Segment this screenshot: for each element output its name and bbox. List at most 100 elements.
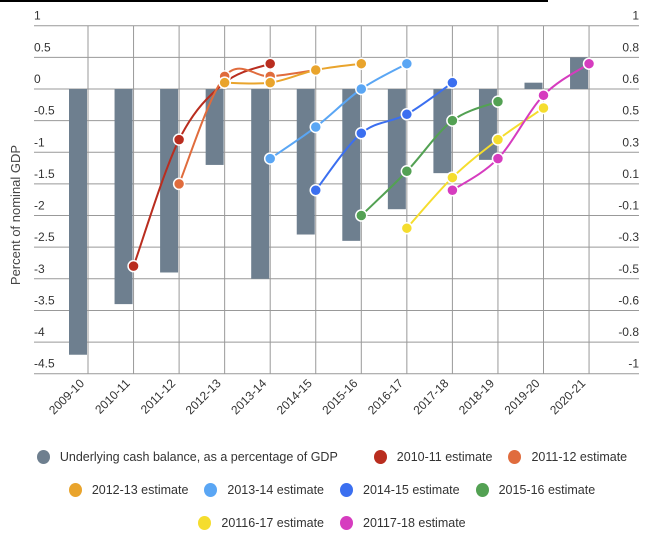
legend-label: 2013-14 estimate [227,483,324,497]
y-tick-right: 0.1 [622,167,639,181]
data-point [400,221,414,235]
data-point [491,152,505,165]
data-point [263,57,277,70]
legend-item: 2010-11 estimate [373,450,493,464]
data-point [355,57,368,70]
x-tick-label: 2015-16 [319,376,360,417]
y-tick-left: 0.5 [34,40,51,54]
legend-label: 2012-13 estimate [91,483,189,497]
y-tick-left: -3.5 [34,293,55,307]
y-tick-left: -2.5 [34,230,55,244]
data-point [355,82,368,96]
bar [114,89,133,305]
data-point [400,108,414,121]
legend-row-1: Underlying cash balance, as a percentage… [0,450,664,464]
data-point [446,171,459,184]
legend-item: 20117-18 estimate [340,516,466,530]
data-point [400,165,414,178]
bar [342,89,361,241]
data-point [582,57,596,70]
x-tick-label: 2009-10 [46,376,87,417]
legend-item: 2014-15 estimate [340,483,460,497]
data-point [446,114,459,127]
bar [251,89,270,279]
legend-label: 2014-15 estimate [363,483,460,497]
data-point [309,183,322,197]
legend-swatch [508,450,522,464]
y-tick-left: -1 [34,135,45,149]
y-tick-left: -1.5 [34,167,55,181]
x-tick-label: 2011-12 [138,376,179,417]
legend-label: 2015-16 estimate [498,483,596,497]
data-point [446,183,459,197]
top-rule [0,0,548,2]
legend-swatch [340,483,353,497]
y-tick-right: -0.6 [618,293,639,307]
y-tick-right: -0.1 [618,199,639,213]
series-line [178,67,316,185]
data-point [309,120,322,134]
data-point [491,95,505,108]
legend-item: 2011-12 estimate [508,450,627,464]
x-tick-label: 2019-20 [502,376,543,417]
legend-item: 2012-13 estimate [68,483,189,497]
data-point [172,177,186,191]
x-tick-label: 2020-21 [547,376,588,417]
data-point [127,259,140,273]
x-tick-label: 2016-17 [365,376,406,417]
x-tick-label: 2014-15 [274,376,315,417]
legend-swatch [340,516,353,530]
data-point [355,127,368,140]
series-line [132,62,271,267]
y-tick-right: 1 [632,9,639,23]
data-point [263,76,277,89]
y-tick-left: -0.5 [34,104,55,118]
legend-item: 20116-17 estimate [198,516,324,530]
y-tick-right: -1 [628,357,639,371]
data-point [218,76,231,89]
bar [205,89,224,165]
legend-row-3: 20116-17 estimate 20117-18 estimate [0,516,664,530]
data-point [446,76,459,89]
data-point [537,89,550,102]
legend-row-2: 2012-13 estimate 2013-14 estimate 2014-1… [0,483,664,497]
y-tick-right: 0.3 [622,135,639,149]
x-tick-label: 2018-19 [456,376,497,417]
legend-item: 2013-14 estimate [204,483,324,497]
series-line [269,62,408,160]
data-point [491,133,505,146]
y-tick-left: 1 [34,9,41,23]
x-tick-label: 2012-13 [183,376,224,417]
data-point [355,209,368,222]
legend-label: 2010-11 estimate [396,450,493,464]
legend-label: 20116-17 estimate [221,516,324,530]
legend-label: 2011-12 estimate [531,450,628,464]
y-tick-right: -0.5 [618,262,639,276]
bar [296,89,315,235]
series-line [360,100,499,217]
y-tick-left: -3 [34,262,45,276]
x-tick-label: 2010-11 [92,376,133,417]
y-tick-left: -4 [34,325,45,339]
legend-swatch [198,516,212,530]
series-line [314,81,453,191]
y-tick-left: 0 [34,72,41,86]
data-point [172,133,186,146]
series-line [406,107,545,229]
legend-swatch [204,483,218,497]
legend-swatch [68,483,82,497]
series-line [224,62,362,85]
y-tick-right: -0.3 [618,230,639,244]
data-point [309,63,322,77]
legend-label: Underlying cash balance, as a percentage… [59,450,338,464]
legend-item: 2015-16 estimate [475,483,596,497]
y-tick-right: -0.8 [618,325,639,339]
x-tick-label: 2013-14 [228,376,269,417]
series-line [451,62,590,192]
bar [69,89,87,355]
legend-swatch [373,450,387,464]
bar [524,82,543,89]
y-tick-left: -2 [34,199,45,213]
bar [160,89,179,273]
